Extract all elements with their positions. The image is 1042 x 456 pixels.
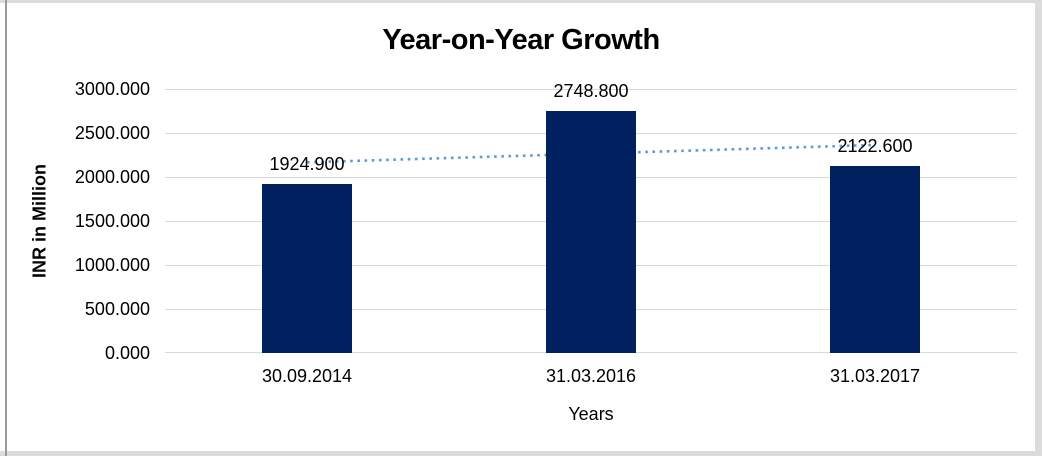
plot-area: 1924.900 2748.800 2122.600 — [165, 81, 1017, 353]
frame-border-left — [5, 0, 7, 456]
chart-title: Year-on-Year Growth — [382, 24, 660, 56]
y-tick-label: 2000.000 — [74, 167, 150, 187]
bar — [262, 183, 352, 353]
frame-border-right — [1035, 0, 1042, 456]
x-axis-title: Years — [568, 404, 614, 424]
y-tick-label: 0.000 — [104, 343, 150, 363]
y-tick-label: 1000.000 — [74, 255, 150, 275]
x-axis-ticks: 30.09.2014 31.03.2016 31.03.2017 — [165, 366, 1017, 390]
x-tick-label: 31.03.2016 — [545, 366, 637, 386]
bar — [830, 166, 920, 353]
bar — [546, 111, 636, 353]
trendline — [306, 143, 876, 164]
y-tick-label: 2500.000 — [74, 123, 150, 143]
bar-value-label: 2122.600 — [837, 136, 913, 157]
gridline — [165, 89, 1017, 90]
frame-border-top — [0, 0, 1042, 3]
y-tick-label: 500.000 — [84, 299, 150, 319]
x-tick-label: 30.09.2014 — [261, 366, 353, 386]
y-tick-label: 1500.000 — [74, 211, 150, 231]
x-tick-label: 31.03.2017 — [829, 366, 921, 386]
bar-value-label: 2748.800 — [553, 81, 629, 102]
bar-value-label: 1924.900 — [269, 153, 345, 174]
y-tick-label: 3000.000 — [74, 79, 150, 99]
y-axis-ticks: 0.000 500.000 1000.000 1500.000 2000.000 2500… — [40, 79, 150, 363]
frame-border-bottom — [0, 451, 1042, 456]
